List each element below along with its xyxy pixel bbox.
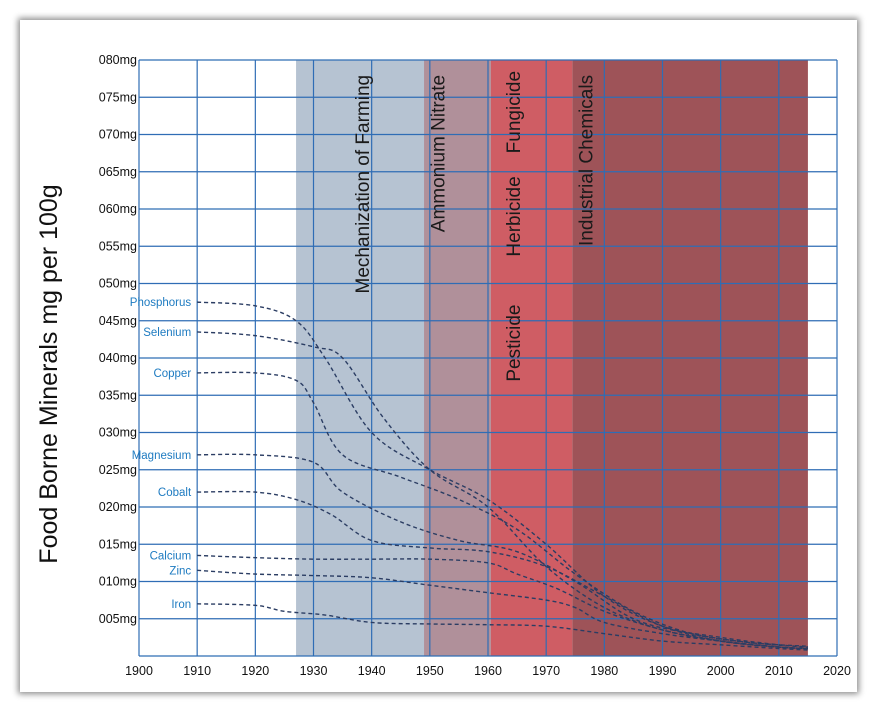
chart-svg: Mechanization of Farming Ammonium Nitrate… — [35, 53, 851, 678]
x-tick-label: 1990 — [649, 664, 677, 678]
y-tick-label: 060mg — [99, 202, 137, 216]
x-tick-label: 2000 — [707, 664, 735, 678]
x-tick-labels: 1900 1910 1920 1930 1940 1950 1960 1970 1980 1990… — [125, 664, 851, 678]
series-line-calcium — [197, 554, 808, 650]
x-tick-label: 1970 — [532, 664, 560, 678]
series-label-zinc: Zinc — [169, 565, 191, 577]
x-tick-label: 1980 — [590, 664, 618, 678]
series-line-magnesium — [197, 453, 808, 648]
x-tick-label: 1910 — [183, 664, 211, 678]
series-line-phosphorus — [197, 301, 808, 648]
x-tick-label: 2010 — [765, 664, 793, 678]
series-line-zinc — [197, 569, 808, 650]
series-line-cobalt — [197, 490, 808, 650]
y-tick-label: 030mg — [99, 426, 137, 440]
series-label-selenium: Selenium — [143, 327, 191, 339]
y-tick-label: 070mg — [99, 128, 137, 142]
series-labels-layer: Phosphorus Selenium Copper Magnesium Cobalt C… — [130, 297, 192, 611]
y-tick-label: 040mg — [99, 351, 137, 365]
x-tick-label: 1930 — [300, 664, 328, 678]
x-tick-label: 1940 — [358, 664, 386, 678]
series-label-iron: Iron — [171, 599, 191, 611]
band-label-3: Industrial Chemicals — [577, 75, 598, 246]
y-tick-label: 035mg — [99, 388, 137, 402]
x-tick-label: 1960 — [474, 664, 502, 678]
series-label-cobalt: Cobalt — [158, 487, 192, 499]
y-tick-label: 005mg — [99, 612, 137, 626]
y-tick-label: 020mg — [99, 500, 137, 514]
x-tick-label: 2020 — [823, 664, 851, 678]
series-line-iron — [197, 603, 808, 651]
band-label-1: Ammonium Nitrate — [428, 75, 449, 232]
band-label-fungicide: Fungicide — [504, 71, 525, 153]
x-tick-label: 1900 — [125, 664, 153, 678]
y-tick-label: 075mg — [99, 90, 137, 104]
y-tick-label: 045mg — [99, 314, 137, 328]
band-labels-layer: Mechanization of Farming Ammonium Nitrate… — [353, 71, 598, 382]
x-tick-label: 1950 — [416, 664, 444, 678]
grid-layer — [138, 59, 838, 657]
y-axis-label: Food Borne Minerals mg per 100g — [35, 184, 63, 563]
series-label-phosphorus: Phosphorus — [130, 297, 192, 309]
y-tick-label: 010mg — [99, 575, 137, 589]
y-tick-label: 050mg — [99, 277, 137, 291]
series-label-magnesium: Magnesium — [132, 450, 191, 462]
series-layer — [197, 301, 808, 651]
y-tick-label: 015mg — [99, 537, 137, 551]
series-label-calcium: Calcium — [150, 550, 192, 562]
band-label-herbicide: Herbicide — [504, 176, 525, 256]
series-label-copper: Copper — [153, 368, 191, 380]
y-tick-label: 025mg — [99, 463, 137, 477]
band-label-0: Mechanization of Farming — [353, 75, 374, 294]
x-tick-label: 1920 — [241, 664, 269, 678]
y-tick-label: 065mg — [99, 165, 137, 179]
chart-frame: Mechanization of Farming Ammonium Nitrate… — [20, 20, 857, 692]
y-tick-label: 080mg — [99, 53, 137, 67]
band-label-pesticide: Pesticide — [504, 305, 525, 382]
y-tick-label: 055mg — [99, 239, 137, 253]
y-tick-labels: 005mg 010mg 015mg 020mg 025mg 030mg 035mg 040mg… — [99, 53, 137, 626]
